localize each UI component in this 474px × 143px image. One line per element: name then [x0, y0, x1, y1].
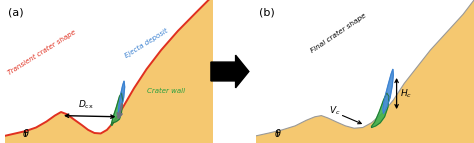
Polygon shape — [111, 93, 123, 125]
Text: Transient crater shape: Transient crater shape — [7, 29, 77, 76]
Text: (b): (b) — [259, 7, 275, 17]
Text: $H_c$: $H_c$ — [400, 87, 412, 100]
Text: $\theta$: $\theta$ — [22, 127, 29, 139]
Text: $\theta$: $\theta$ — [274, 127, 282, 139]
Polygon shape — [372, 93, 389, 128]
Polygon shape — [5, 0, 213, 143]
Text: Final crater shape: Final crater shape — [310, 12, 368, 54]
Polygon shape — [256, 0, 474, 143]
Text: (a): (a) — [8, 7, 24, 17]
Text: Ejecta deposit: Ejecta deposit — [124, 27, 169, 59]
Text: $D_{\rm cx}$: $D_{\rm cx}$ — [78, 98, 94, 111]
Polygon shape — [383, 69, 393, 113]
Text: Crater wall: Crater wall — [146, 88, 185, 94]
FancyArrow shape — [211, 55, 249, 88]
Polygon shape — [118, 81, 125, 113]
Text: $V_c$: $V_c$ — [328, 105, 340, 117]
